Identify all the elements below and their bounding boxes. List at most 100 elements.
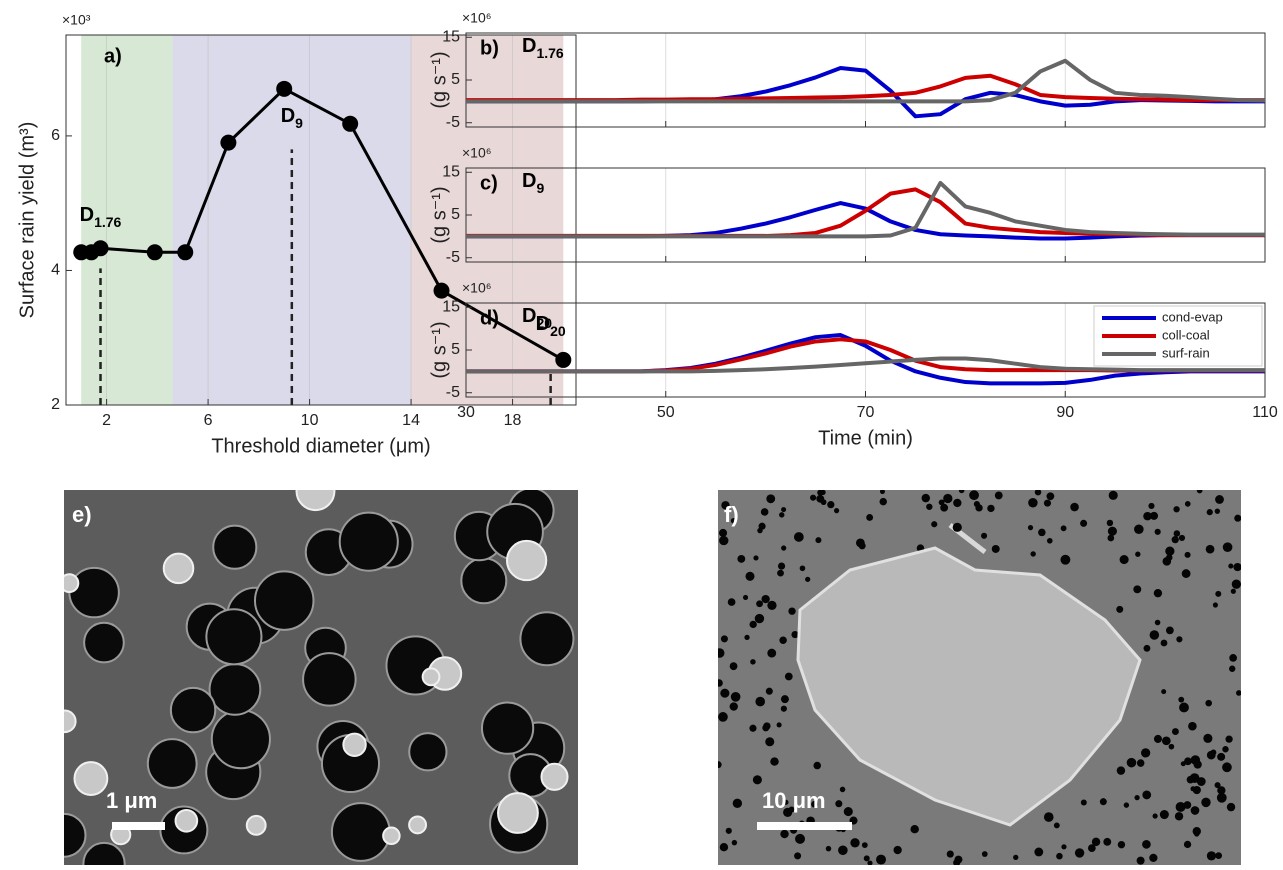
pore (721, 635, 728, 642)
sphere (423, 668, 440, 685)
pore (785, 673, 793, 681)
pore (1162, 736, 1171, 745)
x-tick-label: 14 (402, 412, 420, 429)
pore (755, 697, 765, 707)
pore (743, 595, 748, 600)
pore (770, 757, 778, 765)
pore (1229, 654, 1237, 662)
panel-label: f) (724, 502, 739, 527)
pore (255, 571, 313, 629)
pore (1035, 489, 1041, 495)
pore (794, 532, 804, 542)
pore (844, 807, 853, 816)
pore (1154, 589, 1162, 597)
x-axis-label: Time (min) (818, 427, 913, 449)
pore (1215, 852, 1222, 859)
pore (767, 601, 776, 610)
pore (1231, 589, 1236, 594)
legend-label: surf-rain (1162, 345, 1210, 360)
x-tick-label: 6 (204, 412, 213, 429)
pore (1047, 538, 1053, 544)
pore (1150, 630, 1160, 640)
pore (1184, 841, 1191, 848)
pore (719, 536, 728, 545)
pore (1013, 855, 1018, 860)
pore (1155, 620, 1161, 626)
pore (1203, 734, 1212, 743)
pore (755, 614, 764, 623)
y-tick-label: 5 (451, 206, 460, 223)
pore (781, 545, 786, 550)
pore (148, 739, 197, 788)
x-tick-label: 18 (504, 412, 522, 429)
pore (778, 563, 785, 570)
pore (1038, 529, 1046, 537)
pore (794, 852, 801, 859)
panel-title: a) (104, 45, 122, 67)
pore (1061, 844, 1066, 849)
pore (827, 501, 834, 508)
pore (1223, 542, 1233, 552)
marker (93, 240, 109, 256)
pore (859, 542, 866, 549)
pore (761, 508, 769, 516)
pore (1135, 552, 1140, 557)
pore (1054, 822, 1060, 828)
sphere (176, 810, 198, 832)
pore (1070, 503, 1079, 512)
pore (1142, 791, 1151, 800)
pore (834, 508, 839, 513)
sphere (164, 554, 194, 584)
pore (1117, 766, 1125, 774)
pore (1142, 840, 1151, 849)
pore (1217, 793, 1227, 803)
y-tick-label: 2 (51, 396, 60, 413)
pore (795, 834, 805, 844)
pore (838, 845, 848, 855)
pore (1133, 585, 1141, 593)
y-axis-label: Surface rain yield (m³) (16, 122, 38, 319)
y-axis-label: (g s⁻¹) (428, 186, 450, 243)
pore (715, 761, 722, 768)
panel-label: e) (72, 502, 92, 527)
pore (726, 828, 732, 834)
sphere (54, 711, 76, 733)
pore (1166, 554, 1172, 560)
pore (766, 688, 773, 695)
axis-exponent: ×10⁶ (462, 10, 492, 26)
pore (864, 855, 870, 861)
pore (959, 488, 965, 494)
pore (1228, 564, 1233, 569)
pore (340, 513, 398, 571)
scale-bar-label: 1 μm (106, 788, 157, 813)
pore (1215, 508, 1220, 513)
pore (954, 856, 962, 864)
pore (69, 568, 118, 617)
sphere (383, 828, 400, 845)
pore (1144, 645, 1151, 652)
y-axis-label: (g s⁻¹) (428, 321, 450, 378)
pore (744, 635, 749, 640)
y-tick-label: 15 (442, 298, 460, 315)
pore (835, 800, 842, 807)
y-tick-label: 5 (451, 71, 460, 88)
pore (212, 710, 270, 768)
sphere (498, 793, 538, 833)
annotation-subscript: 9 (295, 115, 303, 131)
y-tick-label: 15 (442, 28, 460, 45)
axis-exponent: ×10³ (62, 12, 91, 28)
pore (1046, 492, 1054, 500)
pore (1172, 728, 1179, 735)
pore (779, 512, 784, 517)
pore (982, 851, 988, 857)
marker (220, 135, 236, 151)
pore (1215, 782, 1221, 788)
pore (850, 838, 859, 847)
pore (1148, 503, 1154, 509)
axis-exponent: ×10⁶ (462, 280, 492, 296)
marker (555, 352, 571, 368)
pore (1100, 798, 1107, 805)
pore (1149, 854, 1157, 862)
pore (720, 689, 729, 698)
annotation-text: D (522, 305, 536, 327)
